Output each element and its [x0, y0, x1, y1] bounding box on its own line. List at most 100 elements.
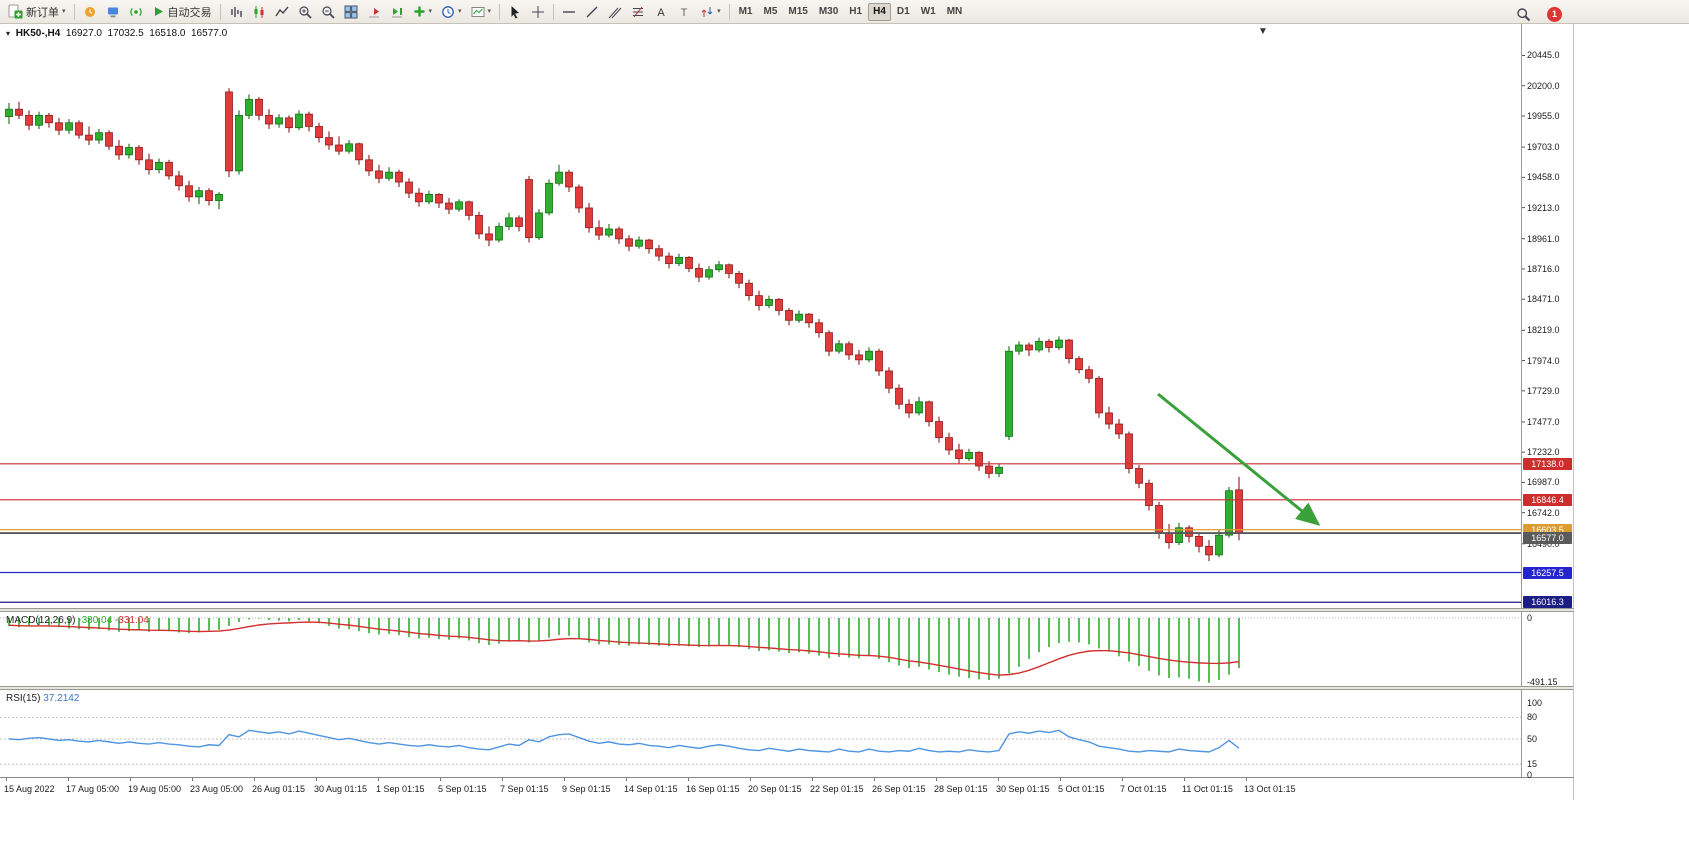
object-marker-triangle-icon[interactable]: ▼ [1258, 26, 1268, 37]
data-window-icon [106, 5, 120, 19]
pane-splitter[interactable] [0, 608, 1574, 612]
time-axis-tick [502, 778, 503, 781]
collapse-triangle-icon[interactable]: ▾ [6, 29, 11, 38]
time-axis-label: 5 Oct 01:15 [1058, 784, 1105, 794]
time-axis-label: 26 Aug 01:15 [252, 784, 306, 794]
label-tool-button[interactable]: T [673, 2, 695, 22]
price-axis-label: 20200.0 [1527, 80, 1560, 91]
clock-icon [441, 5, 455, 19]
new-order-button[interactable]: 新订单 ▾ [4, 2, 70, 22]
rsi-pane: RSI(15) 37.2142 100 80 50 15 0 [0, 690, 1574, 780]
price-axis-label: 16742.0 [1527, 507, 1560, 518]
macd-canvas[interactable] [0, 612, 1574, 686]
timeframe-m5-button[interactable]: M5 [763, 6, 778, 17]
price-axis-label: 20445.0 [1527, 50, 1560, 61]
toolbar-separator [499, 3, 501, 20]
time-axis-label: 23 Aug 05:00 [190, 784, 244, 794]
time-axis-label: 1 Sep 01:15 [376, 784, 425, 794]
main-chart-canvas[interactable] [0, 24, 1574, 608]
symbol-title: ▾ HK50-,H4 16927.0 17032.5 16518.0 16577… [6, 28, 227, 39]
templates-button[interactable]: ▾ [467, 2, 496, 22]
tile-windows-button[interactable] [340, 2, 362, 22]
crosshair-button[interactable] [527, 2, 549, 22]
macd-axis-label: -491.15 [1527, 677, 1558, 687]
price-axis-label: 18219.0 [1527, 325, 1560, 336]
text-tool-button[interactable]: A [650, 2, 672, 22]
trendline-tool-button[interactable] [581, 2, 603, 22]
bar-chart-button[interactable] [225, 2, 247, 22]
time-axis-tick [192, 778, 193, 781]
chevron-down-icon: ▾ [428, 8, 433, 15]
chart-shift-button[interactable] [363, 2, 385, 22]
timeframe-h4-button[interactable]: H4 [868, 2, 891, 21]
macd-signal-value: -331.04 [114, 615, 149, 626]
rsi-canvas[interactable] [0, 690, 1574, 777]
timeframe-h1-button[interactable]: H1 [849, 6, 863, 17]
indicators-button[interactable]: ▾ [409, 2, 437, 22]
timeframe-d1-button[interactable]: D1 [896, 6, 910, 17]
time-axis-tick [564, 778, 565, 781]
time-axis: 15 Aug 2022 17 Aug 05:00 19 Aug 05:00 23 Au… [0, 777, 1574, 800]
auto-scroll-button[interactable] [386, 2, 408, 22]
crosshair-icon [531, 5, 545, 19]
time-axis-tick [440, 778, 441, 781]
cursor-arrow-icon [508, 5, 522, 19]
timeframe-w1-button[interactable]: W1 [920, 6, 936, 17]
time-axis-label: 16 Sep 01:15 [686, 784, 740, 794]
price-axis-label: 17974.0 [1527, 355, 1560, 366]
hline-price-badge: 17138.0 [1523, 457, 1572, 470]
time-axis-label: 9 Sep 01:15 [562, 784, 611, 794]
pane-splitter[interactable] [0, 686, 1574, 690]
hlines-layer [0, 463, 1521, 603]
svg-text:T: T [681, 7, 688, 19]
time-axis-tick [998, 778, 999, 781]
timeframe-m15-button[interactable]: M15 [788, 6, 808, 17]
timeframe-mn-button[interactable]: MN [946, 6, 963, 17]
zoom-in-button[interactable] [294, 2, 316, 22]
signals-icon [129, 5, 143, 19]
line-chart-button[interactable] [271, 2, 293, 22]
auto-trading-button[interactable]: 自动交易 [148, 2, 216, 22]
time-axis-label: 7 Sep 01:15 [500, 784, 549, 794]
time-axis-label: 28 Sep 01:15 [934, 784, 988, 794]
price-axis-label: 19458.0 [1527, 172, 1560, 183]
time-axis-label: 11 Oct 01:15 [1182, 784, 1233, 794]
channel-tool-button[interactable] [604, 2, 626, 22]
chart-window: ▾ HK50-,H4 16927.0 17032.5 16518.0 16577… [0, 24, 1574, 800]
cursor-button[interactable] [504, 2, 526, 22]
data-window-button[interactable] [102, 2, 124, 22]
timeframe-m30-button[interactable]: M30 [818, 6, 839, 17]
time-axis-label: 17 Aug 05:00 [66, 784, 120, 794]
search-button[interactable] [1512, 4, 1535, 24]
horizontal-line-tool-button[interactable] [558, 2, 580, 22]
signals-button[interactable] [125, 2, 147, 22]
price-axis-label: 19703.0 [1527, 142, 1560, 153]
toolbar-separator [728, 3, 730, 20]
notifications-badge[interactable]: 1 [1547, 6, 1562, 22]
ohlc-low: 16518.0 [149, 28, 186, 39]
market-watch-button[interactable] [79, 2, 101, 22]
ohlc-high: 17032.5 [107, 28, 144, 39]
rsi-label: RSI(15) 37.2142 [6, 693, 79, 704]
price-axis-label: 17729.0 [1527, 385, 1560, 396]
candlestick-chart-button[interactable] [248, 2, 270, 22]
fibonacci-tool-button[interactable] [627, 2, 649, 22]
rsi-line [8, 729, 1240, 753]
chevron-down-icon: ▾ [458, 8, 462, 15]
trendline-icon [585, 5, 599, 19]
toolbar-separator [73, 3, 75, 20]
zoom-out-button[interactable] [317, 2, 339, 22]
bid-price-badge: 16577.0 [1523, 532, 1572, 545]
time-axis-label: 7 Oct 01:15 [1120, 784, 1167, 794]
time-axis-tick [812, 778, 813, 781]
main-toolbar: 新订单 ▾ 自动交易 ▾ ▾ ▾ A T ▾ [0, 0, 1689, 24]
time-axis-tick [688, 778, 689, 781]
arrows-tool-button[interactable]: ▾ [696, 2, 725, 22]
time-axis-label: 14 Sep 01:15 [624, 784, 678, 794]
periods-button[interactable]: ▾ [437, 2, 466, 22]
timeframe-m1-button[interactable]: M1 [738, 6, 753, 17]
time-axis-tick [626, 778, 627, 781]
zoom-in-icon [298, 5, 312, 19]
chevron-down-icon: ▾ [62, 8, 66, 15]
